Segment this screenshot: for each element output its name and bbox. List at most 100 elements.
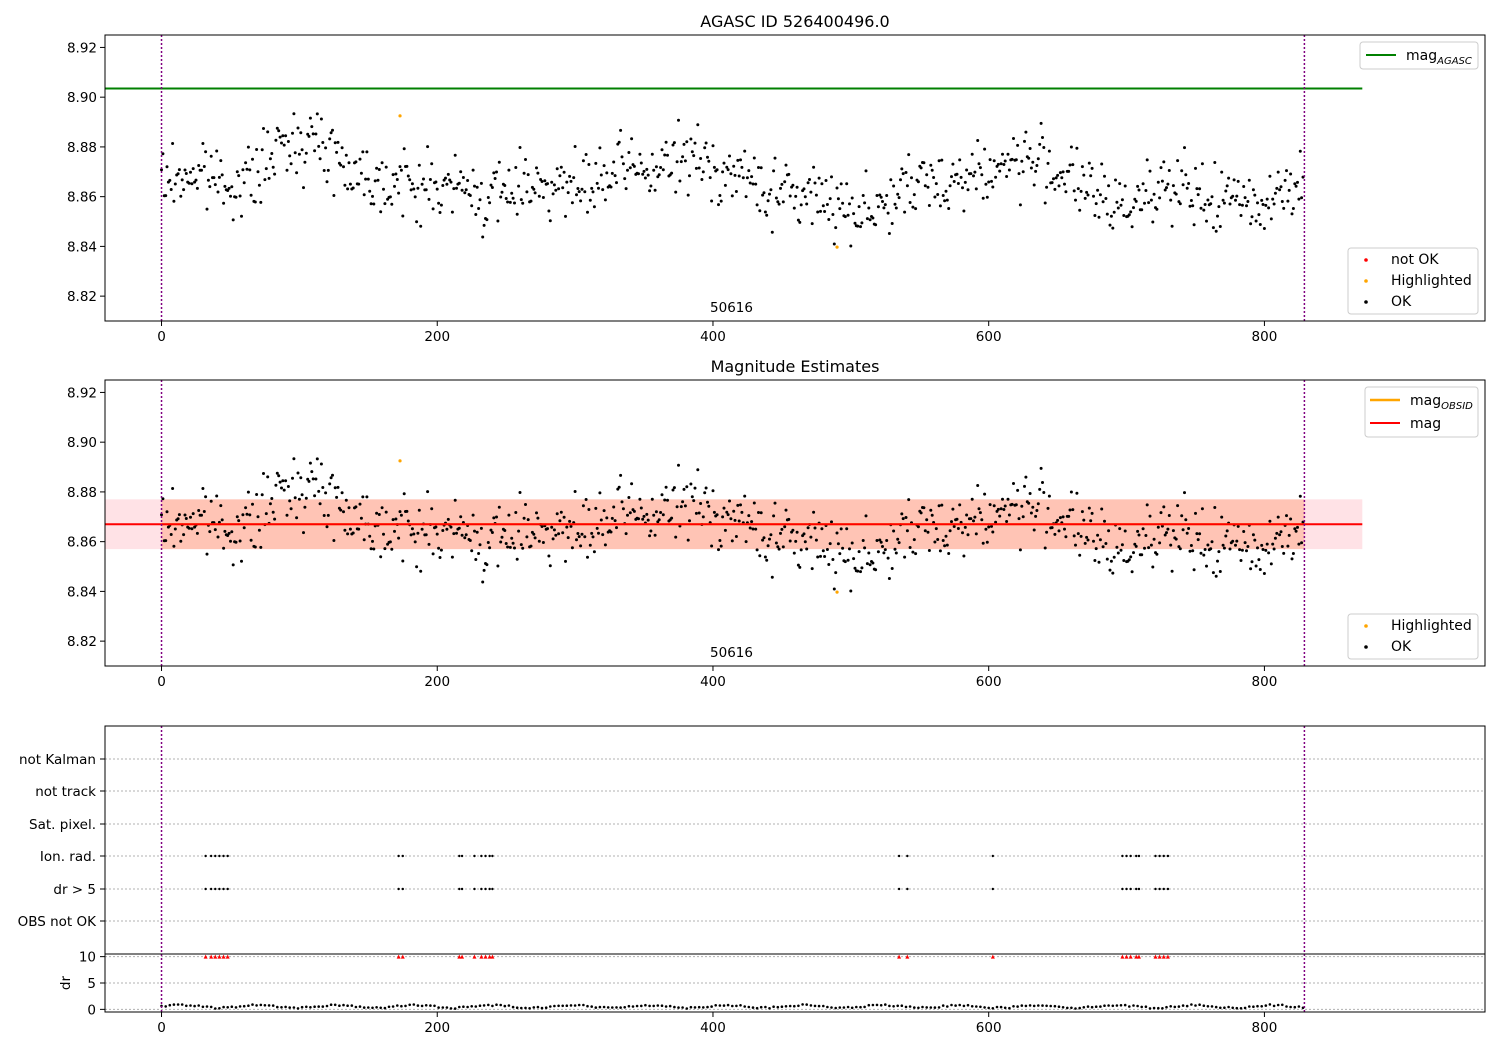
dr-point: [726, 1003, 730, 1007]
ok-point: [892, 184, 896, 188]
ok-point: [184, 517, 188, 520]
ok-point: [1283, 178, 1287, 182]
ok-point: [1098, 193, 1102, 197]
dr-point: [1128, 1005, 1131, 1008]
ok-point: [1119, 203, 1123, 207]
dr-point: [350, 1004, 354, 1007]
ok-point: [1087, 506, 1091, 510]
ok-point: [1074, 198, 1077, 202]
ok-point: [303, 505, 307, 509]
dr-point: [979, 1005, 982, 1009]
ok-point: [295, 171, 299, 175]
ok-point: [1086, 193, 1090, 197]
ok-point: [1260, 543, 1264, 547]
ok-point: [536, 171, 540, 175]
ok-point: [474, 558, 478, 561]
ok-point: [657, 173, 661, 177]
ok-point: [586, 210, 589, 214]
ion-rad-flag-point: [1121, 854, 1124, 858]
ok-point: [1016, 488, 1020, 492]
ok-point: [206, 178, 210, 182]
dr-point: [859, 1005, 862, 1009]
ok-point: [308, 461, 312, 465]
ok-point: [513, 201, 516, 205]
dr-point: [296, 1007, 300, 1010]
dr-point: [1070, 1006, 1073, 1010]
legend-label-ok: OK: [1391, 294, 1412, 310]
ok-point: [799, 548, 803, 552]
dr-point: [755, 1006, 759, 1010]
panel2-legend-top: magOBSID mag: [1364, 386, 1479, 438]
ok-point: [836, 542, 840, 546]
dr-flag-point: [1121, 887, 1124, 891]
ok-point: [820, 527, 824, 531]
ok-point: [988, 503, 992, 507]
ok-point: [493, 177, 497, 180]
ok-point: [828, 542, 832, 546]
ok-point: [966, 188, 970, 192]
ok-point: [1265, 542, 1269, 546]
ok-point: [1061, 515, 1065, 519]
ok-point: [1262, 227, 1266, 230]
ok-point: [1287, 533, 1291, 537]
dr-point: [826, 1005, 829, 1009]
dr-flag-point: [226, 887, 229, 891]
ok-point: [1107, 184, 1111, 188]
ok-point: [318, 157, 322, 161]
ok-point: [434, 180, 438, 184]
ok-point: [660, 148, 664, 152]
ok-point: [806, 526, 810, 530]
ok-point: [492, 516, 496, 520]
ok-point: [522, 516, 526, 520]
ok-point: [1056, 518, 1060, 522]
dr-point: [1086, 1005, 1090, 1008]
ok-point: [274, 483, 278, 487]
ok-point: [1108, 568, 1112, 572]
ok-point: [413, 540, 417, 544]
ok-point: [402, 492, 406, 496]
dr-point: [797, 1004, 800, 1008]
ok-point: [1269, 217, 1273, 221]
ok-point: [816, 210, 820, 214]
ok-point: [1250, 560, 1254, 564]
ok-point: [1041, 136, 1044, 139]
ok-point: [466, 179, 470, 182]
ok-point: [1251, 188, 1255, 192]
ok-point: [532, 187, 536, 191]
ok-point: [791, 183, 795, 187]
ok-point: [994, 175, 998, 179]
ok-point: [838, 207, 842, 211]
panel1-legend-top: magAGASC: [1359, 41, 1479, 70]
ok-point: [525, 190, 529, 194]
ok-point: [546, 527, 549, 531]
ok-point: [1096, 533, 1100, 537]
ok-point: [881, 545, 884, 548]
ok-point: [773, 156, 777, 160]
ok-point: [723, 528, 727, 532]
dr-point: [606, 1006, 610, 1009]
dr-point: [913, 1006, 916, 1009]
ok-point: [1002, 163, 1006, 166]
ok-point: [1010, 157, 1014, 161]
ok-point: [692, 154, 696, 158]
ok-point: [952, 180, 956, 183]
dr-point: [718, 1004, 722, 1007]
dr-flag-point: [473, 887, 476, 891]
ok-point: [383, 547, 387, 551]
ok-point: [346, 187, 350, 191]
ok-point: [1104, 542, 1108, 545]
dr-point: [309, 1006, 312, 1009]
ok-point: [1101, 200, 1105, 204]
ok-point: [736, 158, 740, 162]
ok-point: [813, 526, 817, 530]
dr-point: [1202, 1004, 1206, 1007]
ok-point: [255, 493, 259, 496]
ok-point: [1265, 197, 1269, 201]
ok-point: [1200, 507, 1204, 511]
ok-point: [322, 514, 326, 517]
ok-point: [354, 160, 358, 164]
ok-point: [536, 516, 540, 520]
ok-point: [1104, 197, 1108, 200]
ok-point: [612, 160, 616, 164]
